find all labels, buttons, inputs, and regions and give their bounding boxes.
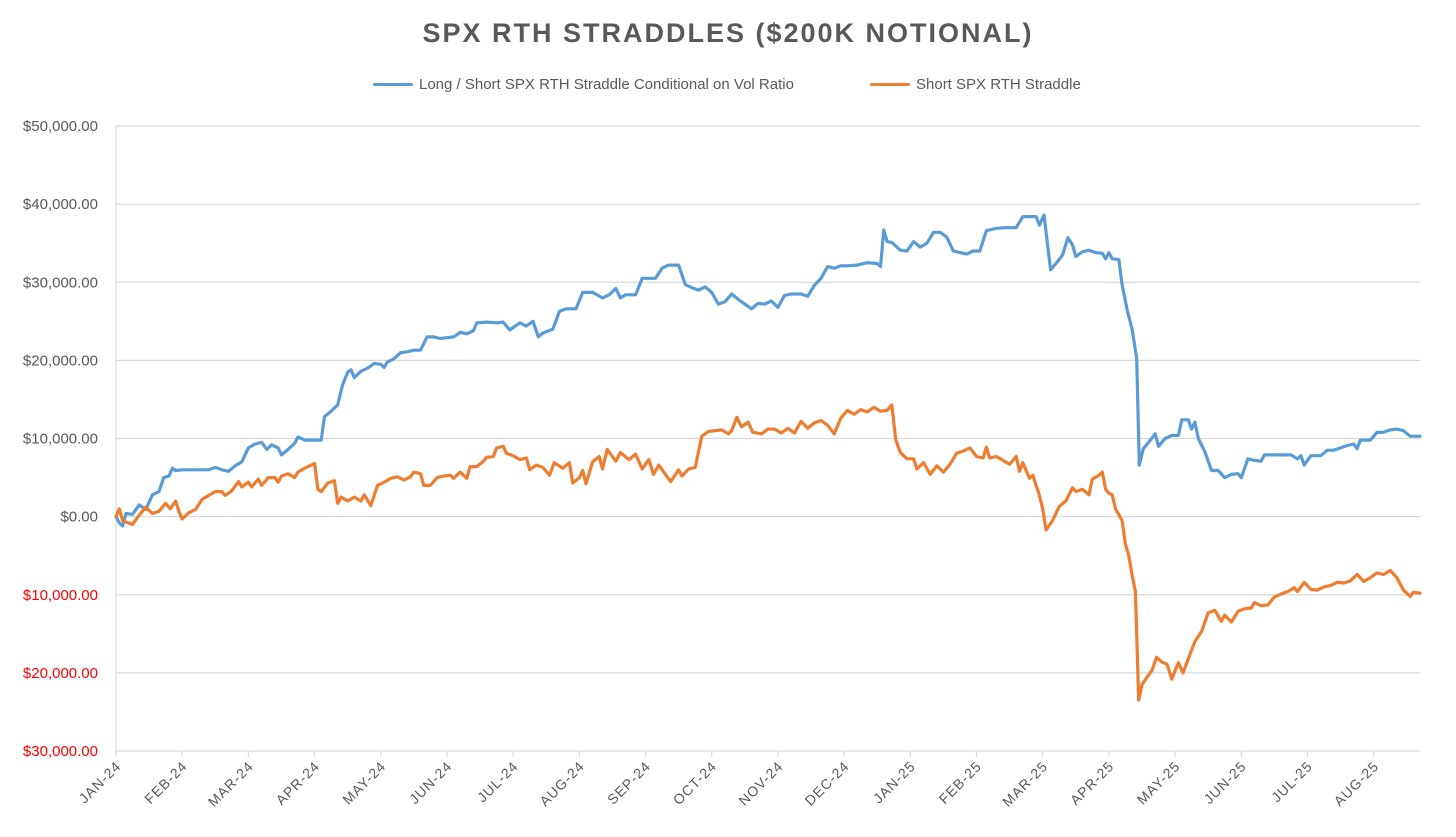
y-tick-label: $30,000.00 [23,743,98,760]
x-tick-label: JUL-24 [474,758,521,805]
x-tick-label: JAN-25 [870,758,919,807]
x-tick-label: JUL-25 [1268,758,1315,805]
y-tick-label: $10,000.00 [23,431,98,448]
legend-swatch-long-short [373,83,413,86]
x-tick-label: DEC-24 [801,758,852,809]
legend: Long / Short SPX RTH Straddle Conditiona… [0,76,1456,98]
legend-item-long-short: Long / Short SPX RTH Straddle Conditiona… [373,76,794,93]
x-tick-label: AUG-25 [1330,758,1381,809]
y-axis: $50,000.00 $40,000.00 $30,000.00 $20,000.00… [23,118,117,760]
x-tick-label: FEB-24 [141,758,190,807]
chart-title: SPX RTH STRADDLES ($200K NOTIONAL) [422,18,1034,48]
x-tick-label: MAY-25 [1134,758,1184,808]
x-tick-label: FEB-25 [936,758,985,807]
x-tick-label: MAR-24 [205,758,257,810]
x-axis: JAN-24 FEB-24 MAR-24 APR-24 MAY-24 JUN-24 JUL-… [76,751,1382,810]
y-tick-label: $40,000.00 [23,196,98,213]
x-tick-label: JUN-25 [1200,758,1249,807]
x-tick-label: NOV-24 [735,758,786,809]
x-tick-label: SEP-24 [604,758,654,808]
series-line-0 [114,213,1422,528]
x-tick-label: AUG-24 [536,758,587,809]
legend-swatch-short [870,83,910,86]
legend-label-short: Short SPX RTH Straddle [916,76,1081,93]
y-tick-label: $10,000.00 [23,587,98,604]
y-tick-label: $50,000.00 [23,118,98,135]
y-tick-label: $20,000.00 [23,352,98,369]
legend-label-long-short: Long / Short SPX RTH Straddle Conditiona… [419,76,794,93]
series-lines [114,213,1422,702]
gridlines [116,125,1420,752]
x-tick-label: MAY-24 [339,758,389,808]
y-tick-label: $0.00 [60,509,98,526]
x-tick-label: APR-24 [272,758,322,808]
legend-item-short: Short SPX RTH Straddle [870,76,1081,93]
x-tick-label: MAR-25 [999,758,1051,810]
x-tick-label: JUN-24 [406,758,455,807]
series-line-1 [114,403,1422,702]
x-tick-label: APR-25 [1067,758,1117,808]
x-tick-label: OCT-24 [670,758,720,808]
x-tick-label: JAN-24 [76,758,125,807]
y-tick-label: $20,000.00 [23,665,98,682]
y-tick-label: $30,000.00 [23,274,98,291]
